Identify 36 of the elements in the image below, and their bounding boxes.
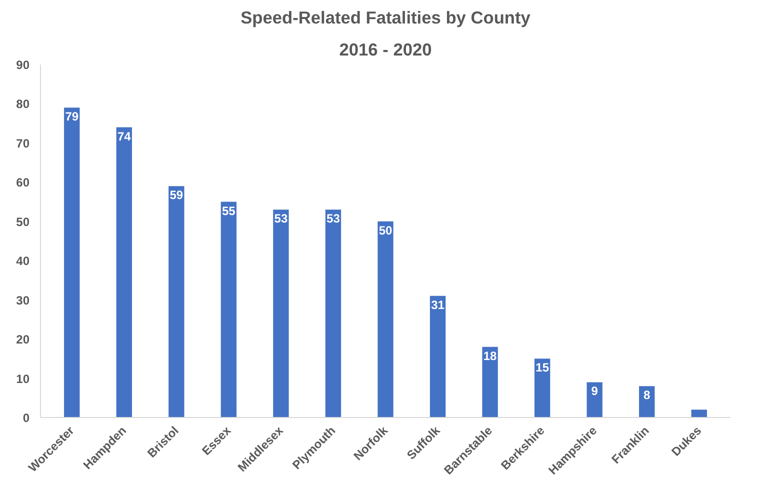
y-tick-label: 40 [16, 254, 30, 268]
data-label: 18 [483, 348, 498, 363]
chart-subtitle: 2016 - 2020 [339, 40, 432, 60]
bar [325, 210, 342, 418]
data-label: 74 [117, 129, 132, 144]
y-tick-label: 50 [16, 214, 30, 229]
y-tick-label: 30 [16, 293, 30, 308]
y-tick-label: 80 [16, 97, 30, 112]
y-tick-label: 10 [16, 372, 30, 386]
bar [168, 186, 184, 418]
data-label: 53 [326, 212, 340, 226]
data-label: 50 [378, 223, 392, 238]
bar [220, 202, 237, 418]
y-tick-label: 60 [16, 176, 30, 190]
data-label: 53 [274, 212, 288, 226]
bar [691, 410, 707, 418]
bar [116, 127, 132, 418]
data-label: 9 [591, 384, 598, 398]
bar [430, 296, 446, 418]
bar [482, 346, 498, 418]
data-label: 15 [536, 360, 550, 375]
data-label: 59 [170, 188, 184, 202]
chart-title: Speed-Related Fatalities by County [240, 8, 531, 28]
bar [64, 108, 80, 418]
y-tick-label: 90 [16, 58, 30, 72]
bar [534, 358, 550, 418]
y-tick-label: 20 [16, 332, 30, 347]
data-label: 79 [65, 110, 79, 124]
y-tick-label: 70 [16, 136, 30, 150]
data-label: 31 [431, 298, 445, 312]
bar [273, 210, 289, 418]
bar [586, 382, 602, 418]
data-label: 8 [644, 388, 651, 402]
bar [378, 221, 394, 418]
y-tick-label: 0 [22, 411, 30, 425]
data-label: 55 [222, 204, 236, 218]
